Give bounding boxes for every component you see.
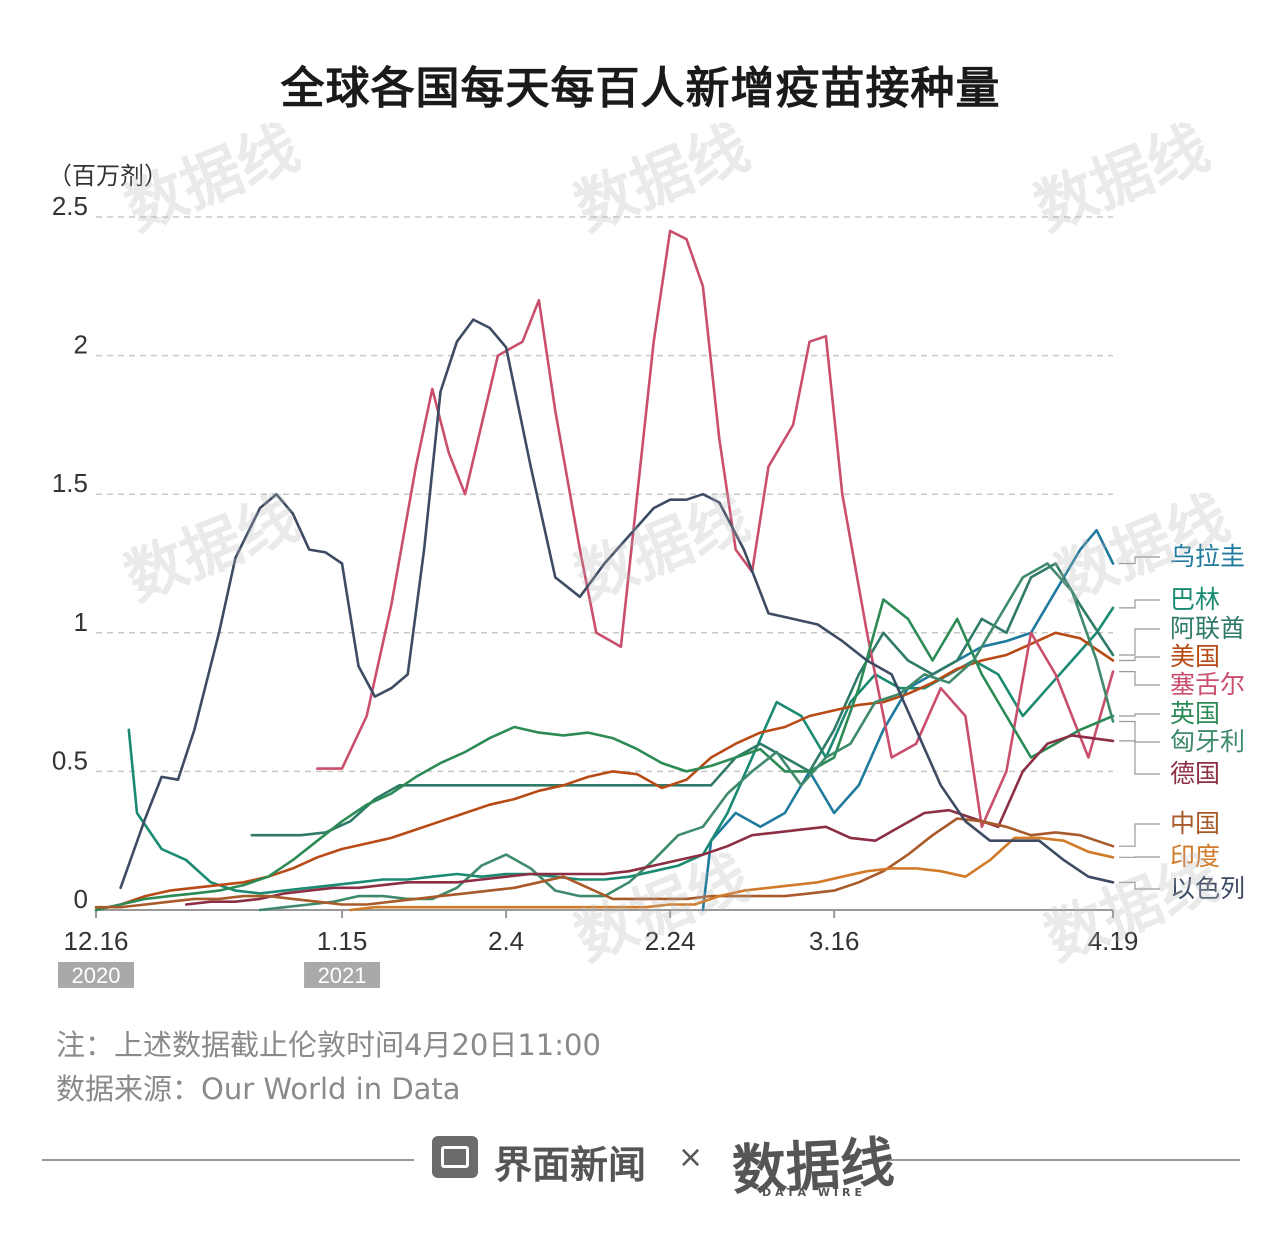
datawire-logo-subtitle: DATA WIRE (762, 1186, 866, 1199)
legend-leader-line (1119, 556, 1160, 565)
x-tick-label: 2.24 (645, 926, 696, 956)
x-tick-label: 1.15 (317, 926, 368, 956)
series-label: 乌拉圭 (1170, 542, 1245, 571)
legend-leader-line (1119, 720, 1160, 743)
footer-divider-left (42, 1159, 414, 1161)
series-label: 印度 (1170, 842, 1220, 871)
legend-leader-line (1119, 740, 1160, 775)
series-line (119, 318, 1115, 890)
series-line (127, 606, 1115, 895)
chart-title: 全球各国每天每百人新增疫苗接种量 (280, 63, 1001, 114)
series-line (316, 229, 1115, 829)
legend-leader-line (1119, 599, 1160, 609)
series-line (258, 562, 1115, 912)
series-label: 巴林 (1170, 585, 1220, 614)
y-tick-label: 1.5 (52, 468, 88, 498)
chart-note: 注：上述数据截止伦敦时间4月20日11:00 (56, 1028, 601, 1062)
legend-leader-line (1119, 671, 1160, 686)
y-tick-label: 2.5 (52, 191, 88, 221)
year-label: 2021 (318, 963, 367, 988)
collab-separator: × (678, 1140, 704, 1175)
series-label: 英国 (1170, 699, 1220, 728)
series-label: 塞舌尔 (1170, 670, 1245, 699)
series-label: 以色列 (1170, 874, 1245, 903)
y-tick-label: 0 (74, 884, 88, 914)
legend-leader-line (1119, 713, 1160, 717)
y-tick-label: 0.5 (52, 745, 88, 775)
legend-leader-line (1119, 823, 1160, 847)
x-tick-label: 3.16 (809, 926, 860, 956)
legend-leader-line (1119, 656, 1160, 662)
y-tick-label: 2 (74, 330, 88, 360)
series-line (349, 836, 1115, 912)
y-tick-label: 1 (74, 607, 88, 637)
year-badge (304, 962, 381, 988)
series-line (184, 734, 1115, 906)
legend-leader-line (1119, 628, 1160, 656)
x-tick-label: 12.16 (63, 926, 128, 956)
series-line (250, 562, 1115, 837)
series-line (94, 598, 1115, 912)
year-label: 2020 (72, 963, 121, 988)
brand-name: 界面新闻 (494, 1143, 647, 1187)
legend-leader-line (1119, 881, 1160, 890)
x-tick-label: 4.19 (1088, 926, 1139, 956)
series-label: 匈牙利 (1170, 727, 1245, 756)
series-label: 阿联酋 (1170, 614, 1245, 643)
jiemian-logo-icon (432, 1136, 478, 1178)
year-badge (58, 962, 134, 988)
data-source: 数据来源：Our World in Data (56, 1072, 461, 1106)
series-label: 德国 (1170, 759, 1220, 788)
x-tick-label: 2.4 (488, 926, 524, 956)
series-label: 美国 (1170, 642, 1220, 671)
series-label: 中国 (1170, 809, 1220, 838)
footer-divider-right (868, 1159, 1240, 1161)
series-line (94, 817, 1115, 909)
y-axis-unit-label: （百万剂） (48, 162, 168, 190)
